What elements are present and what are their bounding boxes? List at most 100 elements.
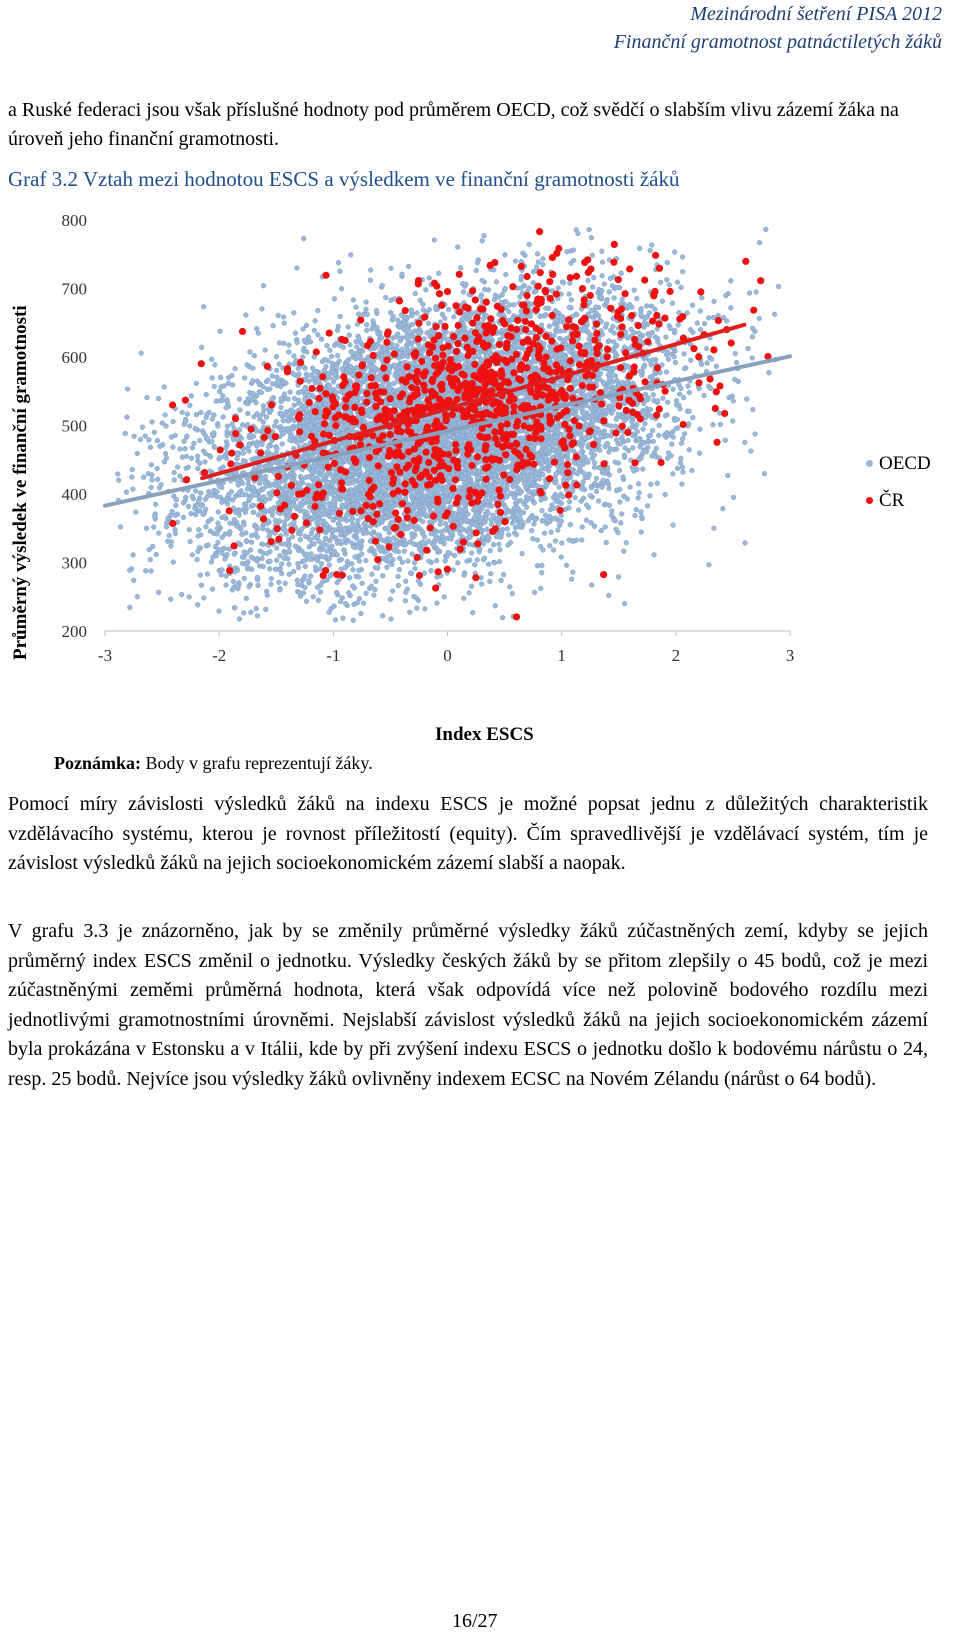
oecd-point [133, 509, 139, 515]
oecd-point [264, 449, 271, 455]
oecd-point [279, 430, 286, 436]
oecd-point [216, 483, 223, 489]
header-line-2: Finanční gramotnost patnáctiletých žáků [613, 31, 942, 53]
oecd-point [179, 409, 185, 416]
oecd-point [286, 342, 292, 348]
oecd-point [279, 570, 285, 577]
oecd-point [346, 575, 353, 581]
oecd-point [646, 439, 652, 445]
oecd-point [287, 389, 293, 395]
oecd-point [283, 531, 290, 537]
oecd-point [485, 561, 492, 567]
oecd-point [680, 469, 686, 475]
oecd-point [599, 259, 606, 265]
oecd-point [402, 598, 409, 604]
oecd-point [116, 477, 122, 483]
oecd-point [220, 414, 226, 420]
oecd-point [407, 570, 414, 576]
oecd-point [279, 441, 285, 447]
oecd-point [297, 473, 304, 480]
oecd-point [492, 603, 498, 609]
oecd-point [134, 450, 140, 457]
oecd-point [254, 613, 261, 619]
oecd-point [451, 552, 458, 559]
oecd-point [161, 384, 167, 390]
oecd-point [188, 455, 195, 461]
oecd-point [291, 568, 297, 575]
oecd-point [558, 554, 564, 560]
oecd-point [522, 252, 528, 259]
oecd-point [589, 582, 595, 588]
oecd-point [678, 284, 684, 291]
oecd-point [291, 395, 298, 402]
oecd-point [215, 520, 221, 526]
oecd-point [566, 291, 572, 297]
oecd-point [236, 396, 243, 402]
oecd-point [268, 575, 274, 582]
oecd-point [315, 597, 322, 603]
oecd-point [681, 395, 687, 401]
oecd-point [241, 575, 247, 582]
oecd-point [209, 586, 216, 592]
oecd-point [766, 370, 772, 376]
oecd-point [523, 504, 530, 510]
oecd-point [530, 536, 536, 542]
oecd-point [697, 308, 703, 314]
oecd-point [698, 361, 705, 367]
x-tick-label: -3 [98, 646, 112, 665]
oecd-point [186, 594, 192, 600]
oecd-point [506, 309, 512, 315]
oecd-point [538, 585, 544, 592]
oecd-point [131, 433, 137, 439]
oecd-point [417, 581, 424, 587]
oecd-point [340, 615, 346, 621]
oecd-point [208, 559, 215, 565]
oecd-point [614, 342, 620, 349]
oecd-point [676, 402, 682, 408]
oecd-point [356, 595, 363, 602]
oecd-point [441, 594, 447, 600]
oecd-point [142, 433, 148, 439]
oecd-point [232, 493, 239, 500]
oecd-point [490, 512, 496, 518]
oecd-point [470, 610, 476, 616]
oecd-point [383, 294, 389, 301]
oecd-point [395, 317, 401, 323]
oecd-point [670, 429, 676, 435]
oecd-point [337, 313, 343, 320]
oecd-point [586, 226, 592, 233]
oecd-point [257, 548, 264, 554]
oecd-point [187, 423, 193, 429]
oecd-point [690, 414, 696, 421]
oecd-point [331, 296, 338, 302]
oecd-point [612, 373, 619, 379]
oecd-point [255, 512, 262, 518]
oecd-point [620, 474, 626, 480]
oecd-point [466, 525, 472, 532]
oecd-point [214, 494, 220, 500]
oecd-point [198, 490, 204, 496]
oecd-point [554, 328, 561, 334]
oecd-point [475, 475, 481, 481]
oecd-point [517, 294, 523, 300]
oecd-point [300, 354, 306, 360]
oecd-point [334, 327, 341, 334]
oecd-point [581, 470, 587, 476]
oecd-point [663, 369, 670, 375]
oecd-point [155, 476, 161, 483]
oecd-point [644, 503, 651, 509]
oecd-point [395, 582, 402, 589]
oecd-point [531, 500, 538, 506]
oecd-point [534, 563, 541, 569]
oecd-point [638, 529, 644, 535]
oecd-point [686, 389, 692, 396]
oecd-point [409, 531, 415, 537]
oecd-point [252, 455, 259, 461]
oecd-point [694, 320, 700, 326]
oecd-point [420, 301, 426, 308]
oecd-point [122, 430, 128, 437]
oecd-point [752, 431, 758, 437]
oecd-point [198, 582, 205, 588]
oecd-point [175, 464, 181, 470]
oecd-point [686, 447, 692, 453]
